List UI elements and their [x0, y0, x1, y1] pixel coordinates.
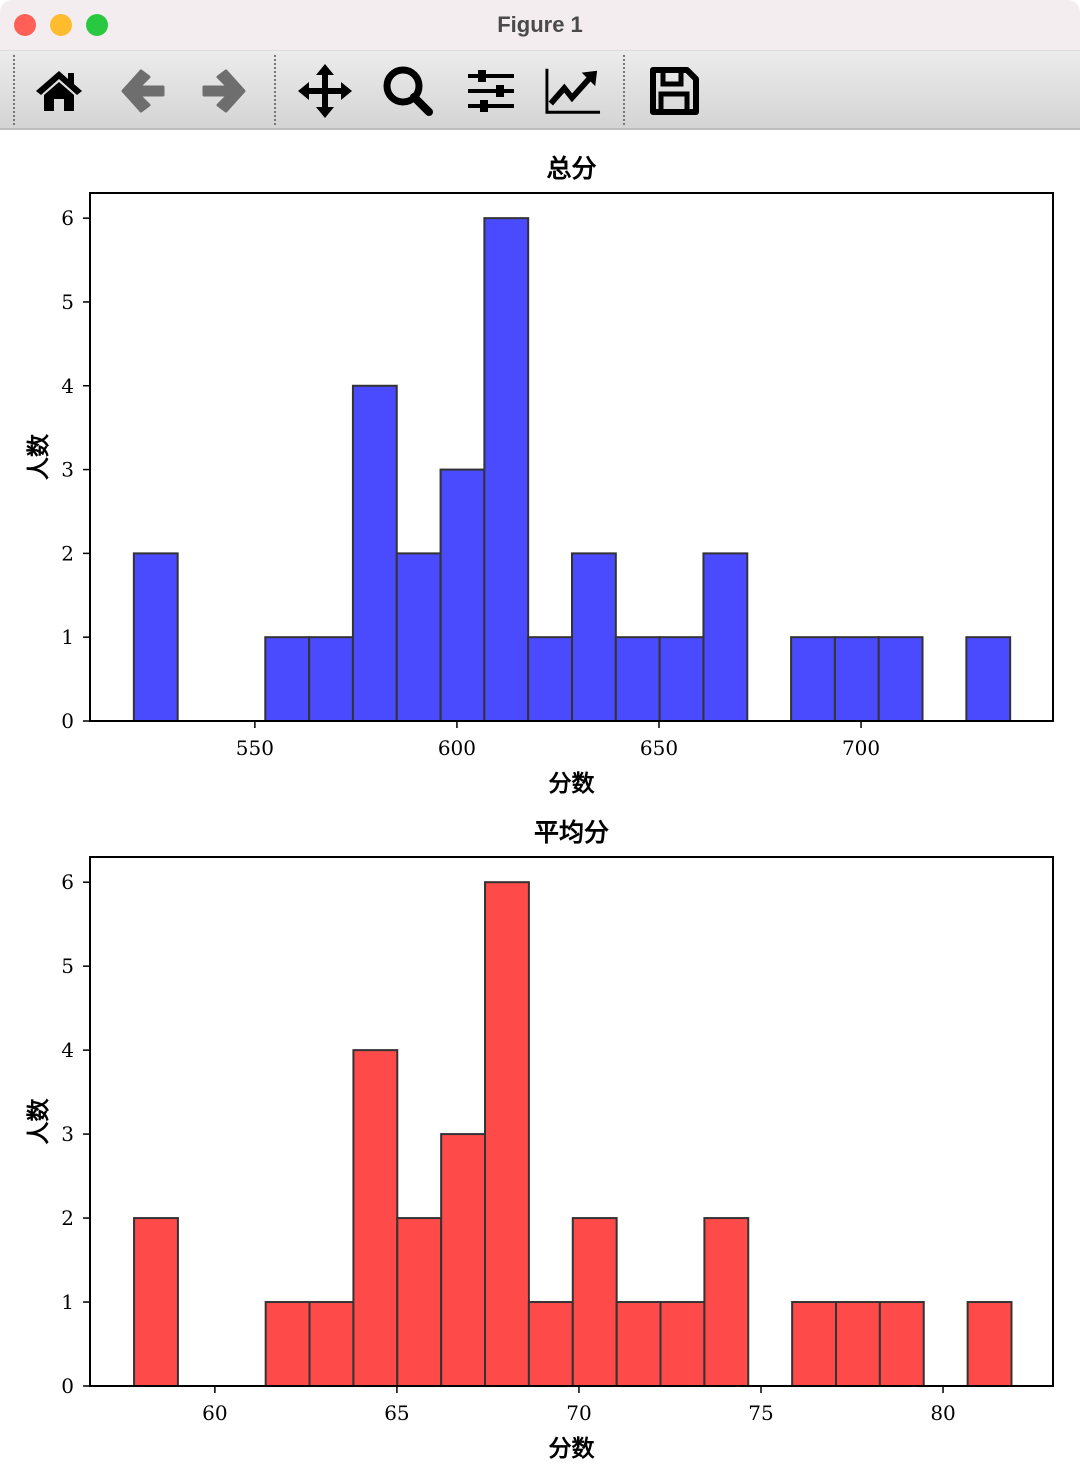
histogram-bar: [835, 1301, 881, 1387]
histogram-bar: [615, 1301, 662, 1387]
y-tick-label: 5: [61, 290, 74, 314]
histogram-bar: [439, 468, 486, 723]
y-tick-label: 6: [61, 870, 74, 894]
histogram-bar: [351, 384, 398, 722]
histogram-bar: [352, 1049, 399, 1387]
x-tick-label: 700: [842, 736, 880, 760]
histogram-bar: [571, 552, 617, 723]
home-button[interactable]: [31, 63, 87, 119]
edit-axis-button[interactable]: [545, 63, 601, 119]
histogram-bar: [571, 1217, 618, 1387]
histogram-bar: [877, 636, 924, 723]
zoom-icon: [383, 66, 433, 116]
y-tick-label: 2: [61, 1206, 74, 1230]
pan-button[interactable]: [297, 63, 353, 119]
y-axis-label: 人数: [25, 1098, 52, 1145]
histogram-bar: [965, 636, 1012, 723]
histogram-bar: [396, 1217, 443, 1387]
save-button[interactable]: [646, 63, 702, 119]
y-tick-label: 3: [61, 1122, 74, 1146]
edit-axis-icon: [545, 68, 601, 114]
maximize-button[interactable]: [86, 14, 108, 36]
x-tick-label: 80: [930, 1401, 955, 1425]
configure-subplots-button[interactable]: [463, 63, 519, 119]
title-bar: Figure 1: [0, 0, 1080, 51]
x-tick-label: 650: [640, 736, 678, 760]
x-axis-label: 分数: [549, 770, 596, 797]
histogram-bar: [703, 1217, 750, 1387]
histogram-bar: [702, 552, 749, 723]
y-tick-label: 4: [61, 1038, 74, 1062]
y-tick-label: 6: [61, 206, 74, 230]
axes-frame: [89, 192, 1054, 722]
chart-title: 平均分: [534, 818, 609, 847]
axes-frame: [89, 856, 1054, 1387]
histogram-bar: [308, 1301, 355, 1387]
x-axis-label: 分数: [549, 1435, 596, 1462]
x-tick-label: 70: [566, 1401, 591, 1425]
histogram-bar: [440, 1133, 487, 1387]
close-button[interactable]: [14, 14, 36, 36]
histogram-bar: [658, 636, 705, 723]
histogram-bar: [790, 636, 836, 723]
y-tick-label: 0: [61, 709, 74, 733]
histogram-bar: [659, 1301, 706, 1387]
histogram-bar: [308, 636, 354, 723]
histogram-bar: [132, 552, 179, 723]
home-icon: [36, 71, 82, 111]
save-icon: [650, 67, 699, 115]
back-icon: [121, 69, 165, 113]
forward-icon: [202, 69, 246, 113]
histogram-bar: [966, 1301, 1013, 1387]
chart-title: 总分: [546, 154, 596, 183]
minimize-button[interactable]: [50, 14, 72, 36]
histogram-bar: [527, 1301, 574, 1387]
histogram-bar: [791, 1301, 838, 1387]
histogram-bar: [264, 1301, 311, 1387]
configure-subplots-icon: [468, 70, 514, 112]
x-tick-label: 65: [384, 1401, 409, 1425]
pan-icon: [298, 64, 352, 118]
histogram-bar: [133, 1217, 179, 1387]
histogram-bar: [483, 217, 530, 722]
y-tick-label: 3: [61, 458, 74, 482]
histogram-bar: [484, 881, 530, 1387]
x-tick-label: 60: [202, 1401, 227, 1425]
histogram-bar: [878, 1301, 925, 1387]
x-tick-label: 600: [438, 736, 476, 760]
x-tick-label: 550: [236, 736, 274, 760]
y-tick-label: 2: [61, 541, 74, 565]
window-title: Figure 1: [497, 12, 583, 37]
histogram-bar: [833, 636, 880, 723]
y-tick-label: 0: [61, 1374, 74, 1398]
histogram-bar: [264, 636, 311, 723]
y-tick-label: 5: [61, 954, 74, 978]
zoom-button[interactable]: [380, 63, 436, 119]
histogram-bar: [614, 636, 661, 723]
histogram-bar: [527, 636, 574, 723]
y-tick-label: 4: [61, 374, 74, 398]
back-button[interactable]: [115, 63, 171, 119]
y-axis-label: 人数: [25, 433, 52, 480]
x-tick-label: 75: [748, 1401, 773, 1425]
forward-button[interactable]: [196, 63, 252, 119]
histogram-bar: [395, 552, 442, 723]
toolbar: [0, 51, 1080, 130]
y-tick-label: 1: [61, 1290, 74, 1314]
y-tick-label: 1: [61, 625, 74, 649]
